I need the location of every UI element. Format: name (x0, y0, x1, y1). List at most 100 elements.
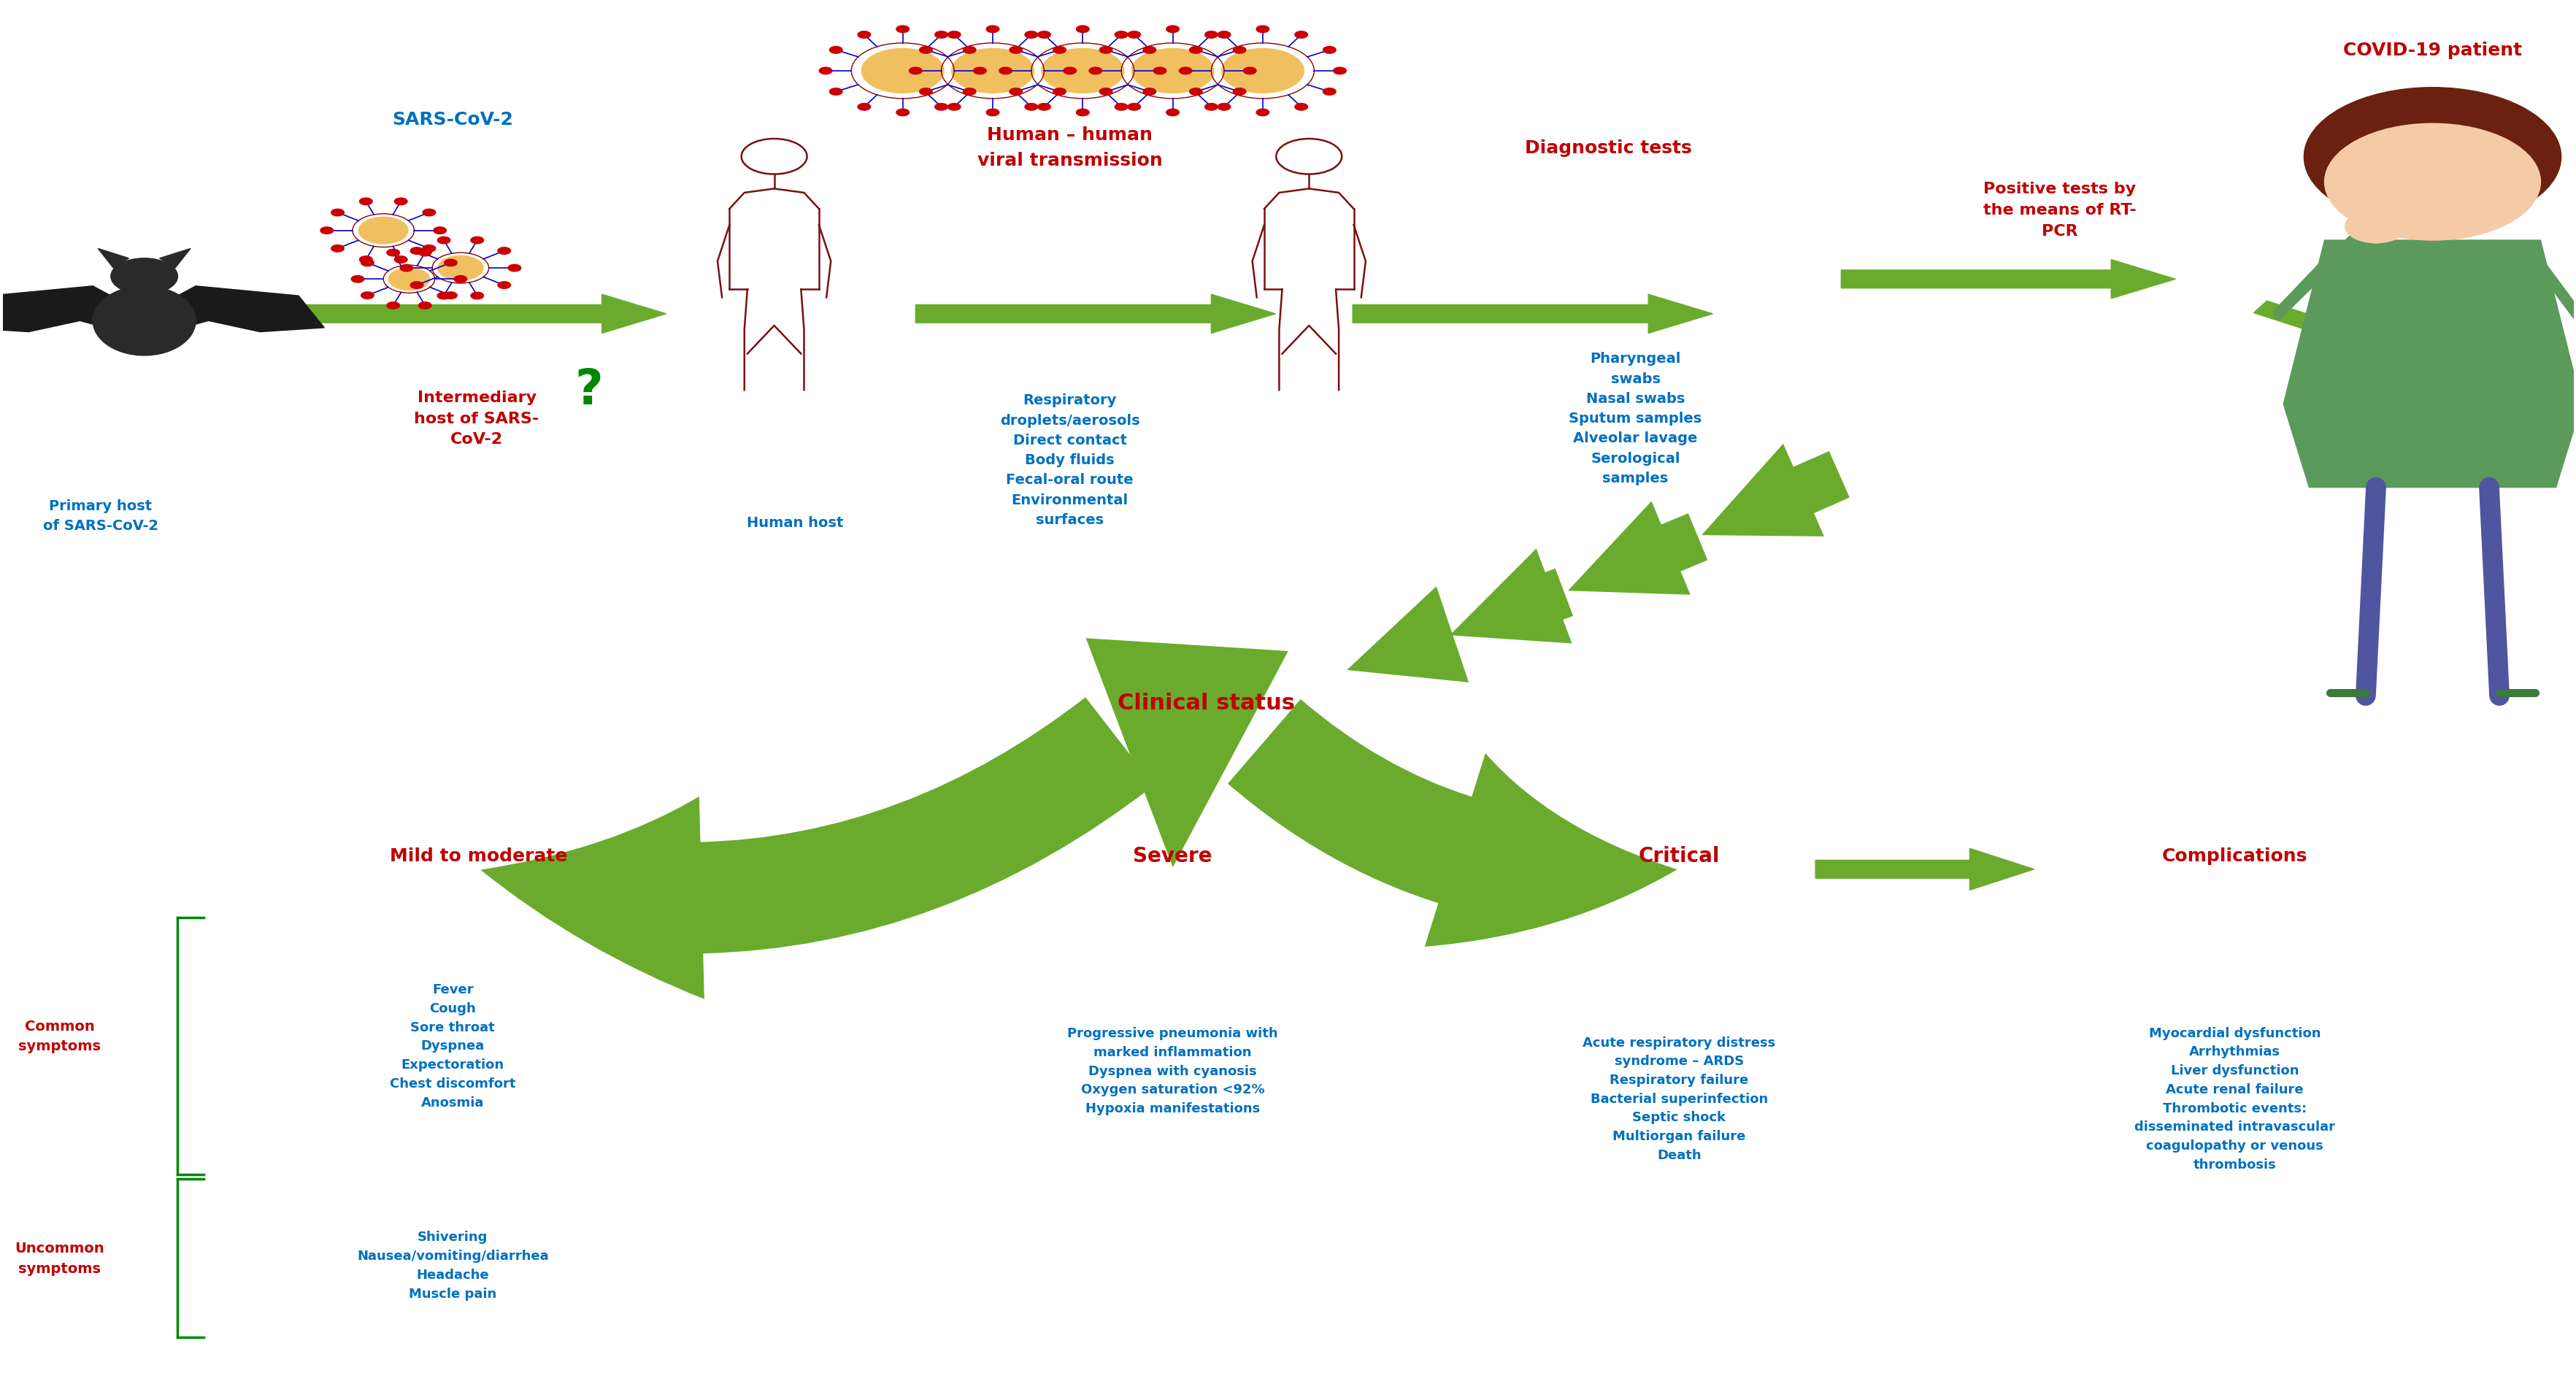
Circle shape (2324, 124, 2540, 241)
Circle shape (948, 32, 961, 39)
Text: Positive tests by
the means of RT-
PCR: Positive tests by the means of RT- PCR (1984, 182, 2136, 238)
Circle shape (1090, 68, 1103, 75)
Circle shape (386, 249, 399, 256)
Circle shape (1190, 47, 1203, 54)
Circle shape (1054, 89, 1066, 96)
Circle shape (471, 237, 484, 244)
Circle shape (1206, 32, 1218, 39)
Circle shape (438, 292, 451, 299)
FancyArrow shape (229, 295, 667, 334)
Circle shape (1144, 89, 1157, 96)
Circle shape (507, 264, 520, 271)
Circle shape (1324, 47, 1337, 54)
Circle shape (361, 199, 374, 206)
Circle shape (1025, 32, 1038, 39)
Text: Human host: Human host (747, 515, 842, 529)
Circle shape (438, 237, 451, 244)
Circle shape (361, 292, 374, 299)
FancyArrow shape (1842, 260, 2177, 299)
Circle shape (438, 256, 484, 281)
Circle shape (443, 292, 456, 299)
FancyArrow shape (2254, 302, 2388, 349)
Circle shape (1100, 47, 1113, 54)
Circle shape (1115, 104, 1128, 111)
Circle shape (1077, 110, 1090, 117)
Circle shape (433, 227, 446, 234)
Circle shape (920, 89, 933, 96)
Circle shape (860, 49, 943, 93)
Circle shape (1296, 32, 1309, 39)
Circle shape (453, 276, 466, 283)
Text: Myocardial dysfunction
Arrhythmias
Liver dysfunction
Acute renal failure
Thrombo: Myocardial dysfunction Arrhythmias Liver… (2136, 1026, 2334, 1171)
Circle shape (1221, 49, 1303, 93)
Circle shape (1234, 89, 1247, 96)
Circle shape (1128, 32, 1141, 39)
Text: Respiratory
droplets/aerosols
Direct contact
Body fluids
Fecal-oral route
Enviro: Respiratory droplets/aerosols Direct con… (999, 394, 1139, 526)
Circle shape (896, 110, 909, 117)
Circle shape (410, 283, 422, 290)
Circle shape (1206, 104, 1218, 111)
Text: Mild to moderate: Mild to moderate (389, 846, 567, 864)
Circle shape (935, 32, 948, 39)
Polygon shape (0, 287, 131, 335)
Circle shape (1025, 104, 1038, 111)
Circle shape (963, 89, 976, 96)
Circle shape (1296, 104, 1309, 111)
Circle shape (1077, 26, 1090, 33)
Circle shape (417, 302, 430, 309)
Ellipse shape (93, 287, 196, 356)
Polygon shape (157, 287, 325, 335)
Circle shape (920, 47, 933, 54)
Text: Progressive pneumonia with
marked inflammation
Dyspnea with cyanosis
Oxygen satu: Progressive pneumonia with marked inflam… (1066, 1027, 1278, 1115)
Circle shape (1010, 89, 1023, 96)
Text: COVID-19 patient: COVID-19 patient (2344, 42, 2522, 60)
Polygon shape (160, 249, 191, 269)
Circle shape (2303, 88, 2561, 227)
Circle shape (358, 217, 407, 245)
Circle shape (1041, 49, 1123, 93)
Text: Diagnostic tests: Diagnostic tests (1525, 139, 1692, 156)
Circle shape (394, 256, 407, 263)
Circle shape (1218, 104, 1231, 111)
Circle shape (829, 47, 842, 54)
Circle shape (974, 68, 987, 75)
Circle shape (1010, 47, 1023, 54)
Circle shape (987, 110, 999, 117)
Circle shape (1064, 68, 1077, 75)
Circle shape (1144, 47, 1157, 54)
Circle shape (1218, 32, 1231, 39)
Text: Pharyngeal
swabs
Nasal swabs
Sputum samples
Alveolar lavage
Serological
samples: Pharyngeal swabs Nasal swabs Sputum samp… (1569, 352, 1703, 484)
Text: SARS-CoV-2: SARS-CoV-2 (392, 111, 513, 128)
Circle shape (1257, 110, 1270, 117)
Circle shape (948, 104, 961, 111)
Circle shape (389, 269, 430, 291)
Circle shape (896, 26, 909, 33)
Text: Uncommon
symptoms: Uncommon symptoms (15, 1242, 103, 1275)
Text: Shivering
Nausea/vomiting/diarrhea
Headache
Muscle pain: Shivering Nausea/vomiting/diarrhea Heada… (358, 1231, 549, 1300)
Circle shape (1167, 26, 1180, 33)
Text: Critical: Critical (1638, 845, 1721, 866)
Circle shape (350, 276, 363, 283)
Circle shape (399, 264, 412, 271)
Circle shape (858, 32, 871, 39)
Circle shape (1334, 68, 1347, 75)
Polygon shape (98, 249, 129, 269)
Text: Acute respiratory distress
syndrome – ARDS
Respiratory failure
Bacterial superin: Acute respiratory distress syndrome – AR… (1582, 1036, 1775, 1161)
Circle shape (909, 68, 922, 75)
Circle shape (1190, 89, 1203, 96)
Circle shape (1131, 49, 1213, 93)
Circle shape (422, 210, 435, 217)
Circle shape (829, 89, 842, 96)
Circle shape (935, 104, 948, 111)
Circle shape (1180, 68, 1193, 75)
Circle shape (2344, 210, 2406, 244)
Circle shape (410, 248, 422, 255)
FancyArrow shape (1816, 849, 2035, 891)
Circle shape (1154, 68, 1167, 75)
Circle shape (951, 49, 1033, 93)
Text: Fever
Cough
Sore throat
Dyspnea
Expectoration
Chest discomfort
Anosmia: Fever Cough Sore throat Dyspnea Expector… (389, 983, 515, 1108)
Text: Primary host
of SARS-CoV-2: Primary host of SARS-CoV-2 (44, 498, 157, 532)
Circle shape (1257, 26, 1270, 33)
Circle shape (1038, 104, 1051, 111)
Polygon shape (2282, 241, 2576, 487)
